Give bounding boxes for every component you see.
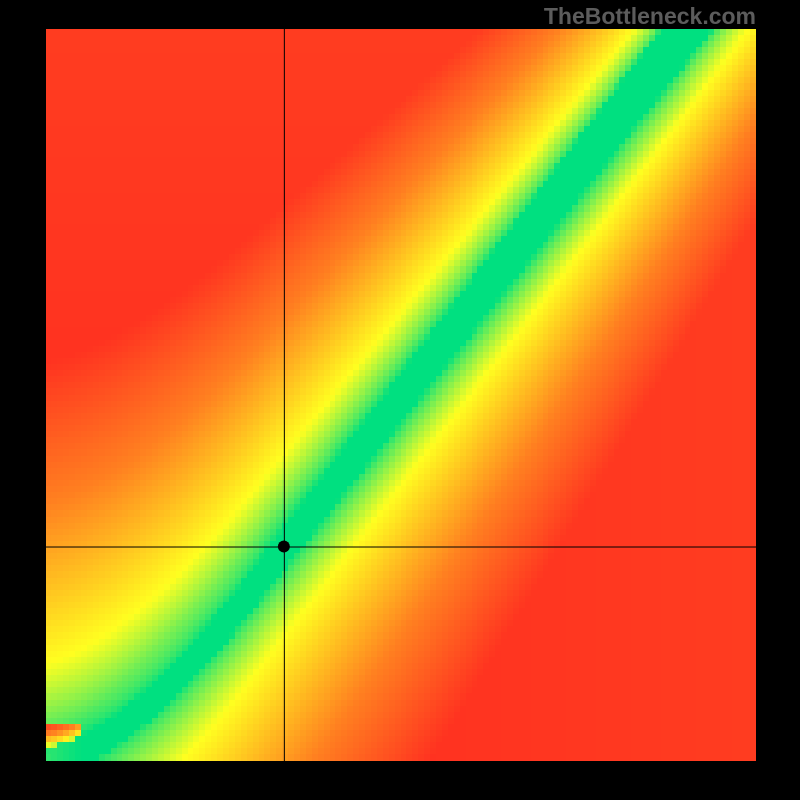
- chart-container: TheBottleneck.com: [0, 0, 800, 800]
- bottleneck-heatmap: [46, 29, 756, 761]
- watermark-text: TheBottleneck.com: [544, 3, 756, 30]
